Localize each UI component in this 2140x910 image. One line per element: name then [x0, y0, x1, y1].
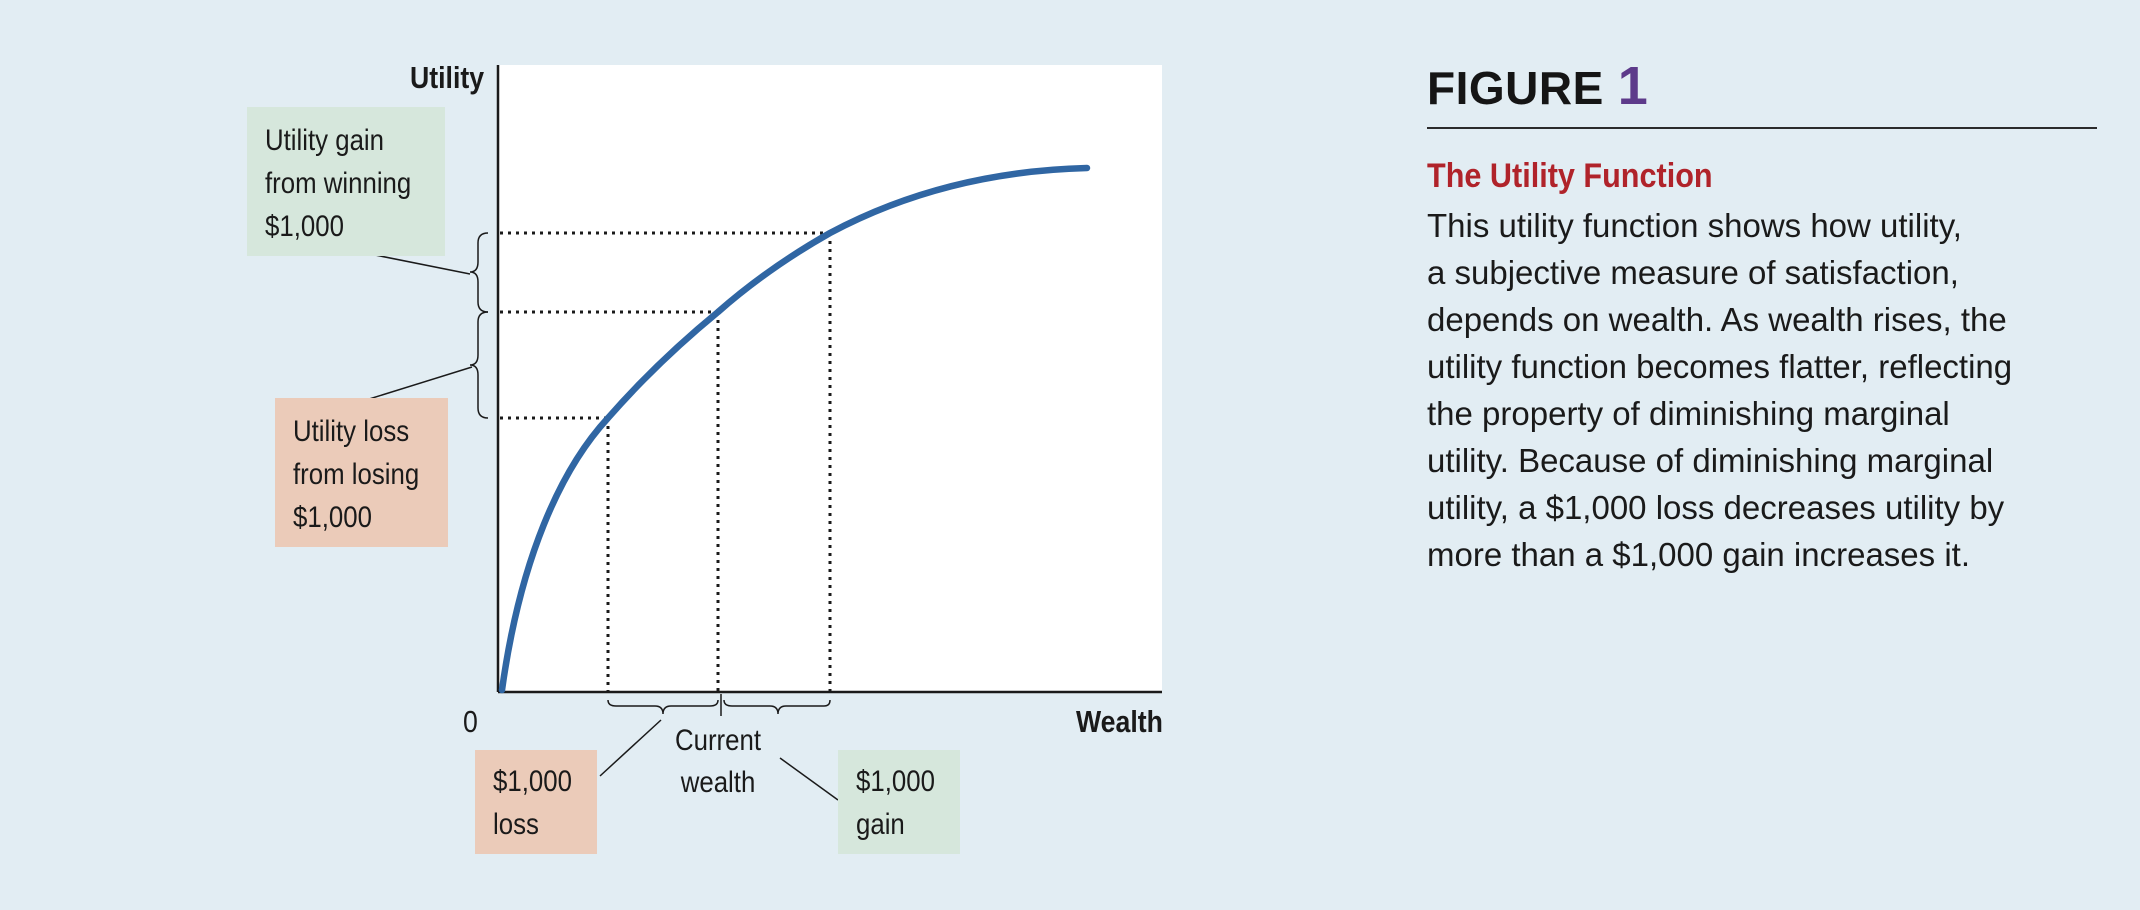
heading-rule: [1427, 127, 2097, 129]
dollar-loss-line-1: $1,000: [493, 765, 572, 798]
dollar-gain-line-2: gain: [856, 808, 905, 841]
gain-leader-line: [374, 254, 471, 275]
loss-leader-line: [365, 366, 473, 401]
utility-loss-callout: Utility loss from losing $1,000: [275, 398, 448, 547]
description-line: utility function becomes flatter, reflec…: [1427, 348, 2013, 385]
description-line: depends on wealth. As wealth rises, the: [1427, 301, 2007, 338]
gain-box-leader: [779, 757, 839, 801]
utility-loss-brace: [469, 311, 489, 419]
loss-brace: [607, 699, 719, 715]
origin-label: 0: [463, 704, 478, 739]
loss-box-leader: [599, 719, 662, 777]
utility-gain-line-2: from winning: [265, 167, 412, 200]
figure-number: 1: [1617, 56, 1649, 116]
utility-gain-brace: [469, 232, 489, 313]
description-line: the property of diminishing marginal: [1427, 395, 1950, 432]
dollar-gain-callout: $1,000 gain: [838, 750, 960, 854]
y-axis-label: Utility: [410, 60, 485, 95]
description-line: utility. Because of diminishing marginal: [1427, 442, 1994, 479]
utility-chart: [365, 65, 1162, 801]
utility-gain-line-3: $1,000: [265, 210, 344, 243]
guide-lines: [500, 231, 832, 692]
gain-brace: [723, 699, 831, 715]
description-line: This utility function shows how utility,: [1427, 207, 1962, 244]
description-line: a subjective measure of satisfaction,: [1427, 254, 1959, 291]
x-axis-label: Wealth: [1076, 704, 1163, 739]
dollar-gain-line-1: $1,000: [856, 765, 935, 798]
figure-caption-panel: FIGURE 1 The Utility Function This utili…: [1427, 55, 2097, 578]
utility-loss-line-2: from losing: [293, 458, 420, 491]
dollar-loss-callout: $1,000 loss: [475, 750, 597, 854]
dollar-loss-line-2: loss: [493, 808, 539, 841]
current-wealth-label: Current wealth: [653, 720, 783, 804]
figure-heading-text: FIGURE: [1427, 62, 1604, 114]
current-wealth-line-2: wealth: [680, 766, 756, 799]
figure-description: This utility function shows how utility,…: [1427, 202, 2097, 578]
utility-gain-callout: Utility gain from winning $1,000: [247, 107, 445, 256]
utility-loss-line-1: Utility loss: [293, 415, 410, 448]
utility-gain-line-1: Utility gain: [265, 124, 385, 157]
utility-loss-line-3: $1,000: [293, 501, 372, 534]
figure-title: The Utility Function: [1427, 157, 1713, 195]
current-wealth-line-1: Current: [674, 724, 762, 757]
description-line: more than a $1,000 gain increases it.: [1427, 536, 1971, 573]
description-line: utility, a $1,000 loss decreases utility…: [1427, 489, 2005, 526]
utility-curve: [498, 164, 1091, 694]
figure-heading: FIGURE 1: [1427, 55, 2097, 117]
